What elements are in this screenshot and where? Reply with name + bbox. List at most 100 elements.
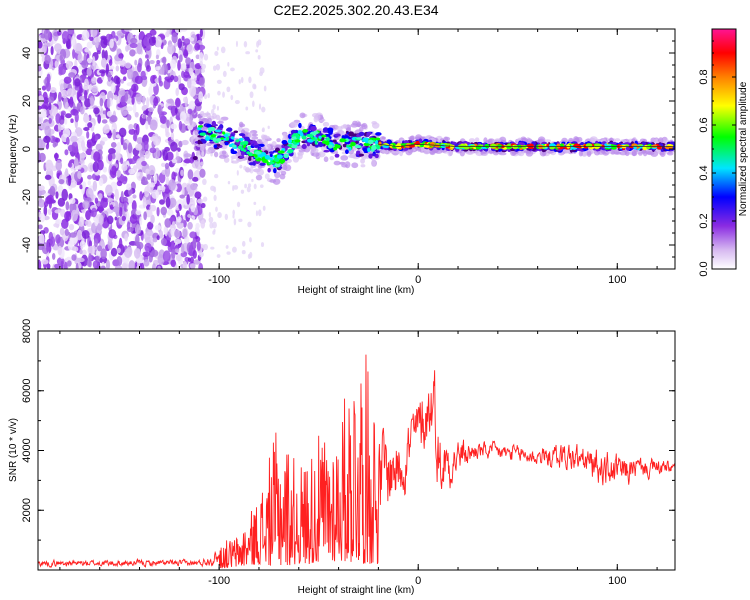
x-tick-label: 100 <box>608 575 626 587</box>
noise-blob <box>152 263 156 269</box>
ridge-peak <box>269 157 273 161</box>
noise-blob <box>148 164 156 176</box>
noise-blob <box>122 110 129 115</box>
noise-blob <box>55 191 59 199</box>
noise-blob <box>143 110 150 116</box>
noise-blob <box>76 103 81 111</box>
noise-blob <box>252 100 255 108</box>
noise-blob <box>166 209 174 216</box>
noise-blob <box>100 265 106 269</box>
noise-blob <box>143 140 149 152</box>
ridge-halo <box>631 138 636 143</box>
noise-blob <box>166 119 170 129</box>
ridge-halo <box>256 138 262 142</box>
ridge-halo <box>314 114 321 120</box>
ridge-core <box>348 131 355 137</box>
noise-blob <box>47 208 52 215</box>
noise-blob <box>38 259 42 269</box>
ridge-peak <box>314 140 318 145</box>
ridge-core <box>342 143 347 148</box>
noise-blob <box>168 197 177 208</box>
ridge-peak <box>312 130 319 135</box>
noise-blob <box>171 220 176 231</box>
noise-blob <box>98 214 104 226</box>
noise-blob <box>64 149 69 156</box>
noise-blob <box>128 168 136 175</box>
ridge-core <box>334 133 341 137</box>
noise-blob <box>143 259 150 267</box>
noise-blob <box>139 191 143 201</box>
noise-blob <box>201 150 205 158</box>
noise-blob <box>106 97 111 109</box>
noise-blob <box>183 158 192 164</box>
ridge-peak <box>207 127 214 132</box>
noise-blob <box>56 257 65 266</box>
noise-blob <box>114 265 123 269</box>
colorbar: 0.0 0.2 0.4 0.6 0.8 Normalized spectral ampl… <box>698 28 749 277</box>
ridge-halo <box>659 150 666 157</box>
noise-blob <box>187 221 193 230</box>
noise-blob <box>116 141 122 154</box>
noise-blob <box>162 56 167 64</box>
ridge-peak <box>527 146 534 150</box>
noise-blob <box>129 42 138 49</box>
noise-blob <box>59 54 64 62</box>
noise-blob <box>227 180 231 185</box>
colorbar-tick-label: 0.2 <box>698 213 710 228</box>
noise-blob <box>46 263 51 269</box>
noise-blob <box>222 70 227 77</box>
noise-blob <box>149 60 155 65</box>
noise-blob <box>69 198 76 204</box>
noise-blob <box>145 120 149 130</box>
ridge-halo <box>557 151 564 156</box>
ridge-halo <box>199 110 205 116</box>
noise-blob <box>121 215 126 222</box>
noise-blob <box>127 142 133 154</box>
noise-blob <box>108 148 116 155</box>
noise-blob <box>232 209 235 216</box>
noise-blob <box>123 76 127 82</box>
noise-blob <box>91 132 96 144</box>
noise-blob <box>170 74 175 81</box>
ridge-halo <box>260 134 266 140</box>
snr-ticks: -100 0 100 2000 4000 6000 8000 <box>21 319 675 587</box>
noise-blob <box>101 137 108 142</box>
noise-blob <box>253 201 257 206</box>
y-tick-label: 20 <box>21 95 33 107</box>
noise-blob <box>147 107 154 113</box>
noise-blob <box>249 166 254 174</box>
ridge-peak <box>522 145 526 150</box>
noise-blob <box>100 248 107 260</box>
noise-blob <box>122 142 128 151</box>
noise-blob <box>179 111 187 122</box>
noise-blob <box>258 103 262 110</box>
noise-blob <box>55 219 62 225</box>
ridge-halo <box>223 157 230 163</box>
noise-blob <box>217 211 222 219</box>
ridge-peak <box>475 145 482 150</box>
noise-blob <box>49 236 56 247</box>
noise-blob <box>157 104 162 116</box>
noise-blob <box>102 125 110 134</box>
noise-blob <box>171 249 176 260</box>
noise-blob <box>150 176 154 185</box>
noise-blob <box>43 29 51 40</box>
noise-blob <box>178 203 182 210</box>
colorbar-tick-label: 0.0 <box>698 261 710 276</box>
noise-blob <box>188 100 196 111</box>
noise-blob <box>212 221 217 229</box>
ridge-core <box>251 140 258 144</box>
noise-blob <box>44 54 51 65</box>
ridge-peak <box>326 137 330 142</box>
noise-blob <box>104 49 108 61</box>
noise-blob <box>216 46 219 51</box>
noise-blob <box>101 49 106 60</box>
noise-blob <box>165 176 170 186</box>
noise-blob <box>249 251 253 259</box>
noise-blob <box>92 260 100 269</box>
ridge-core <box>356 150 361 155</box>
ridge-halo <box>339 161 346 165</box>
ridge-core <box>192 155 198 161</box>
noise-blob <box>106 215 114 225</box>
noise-blob <box>79 106 85 115</box>
